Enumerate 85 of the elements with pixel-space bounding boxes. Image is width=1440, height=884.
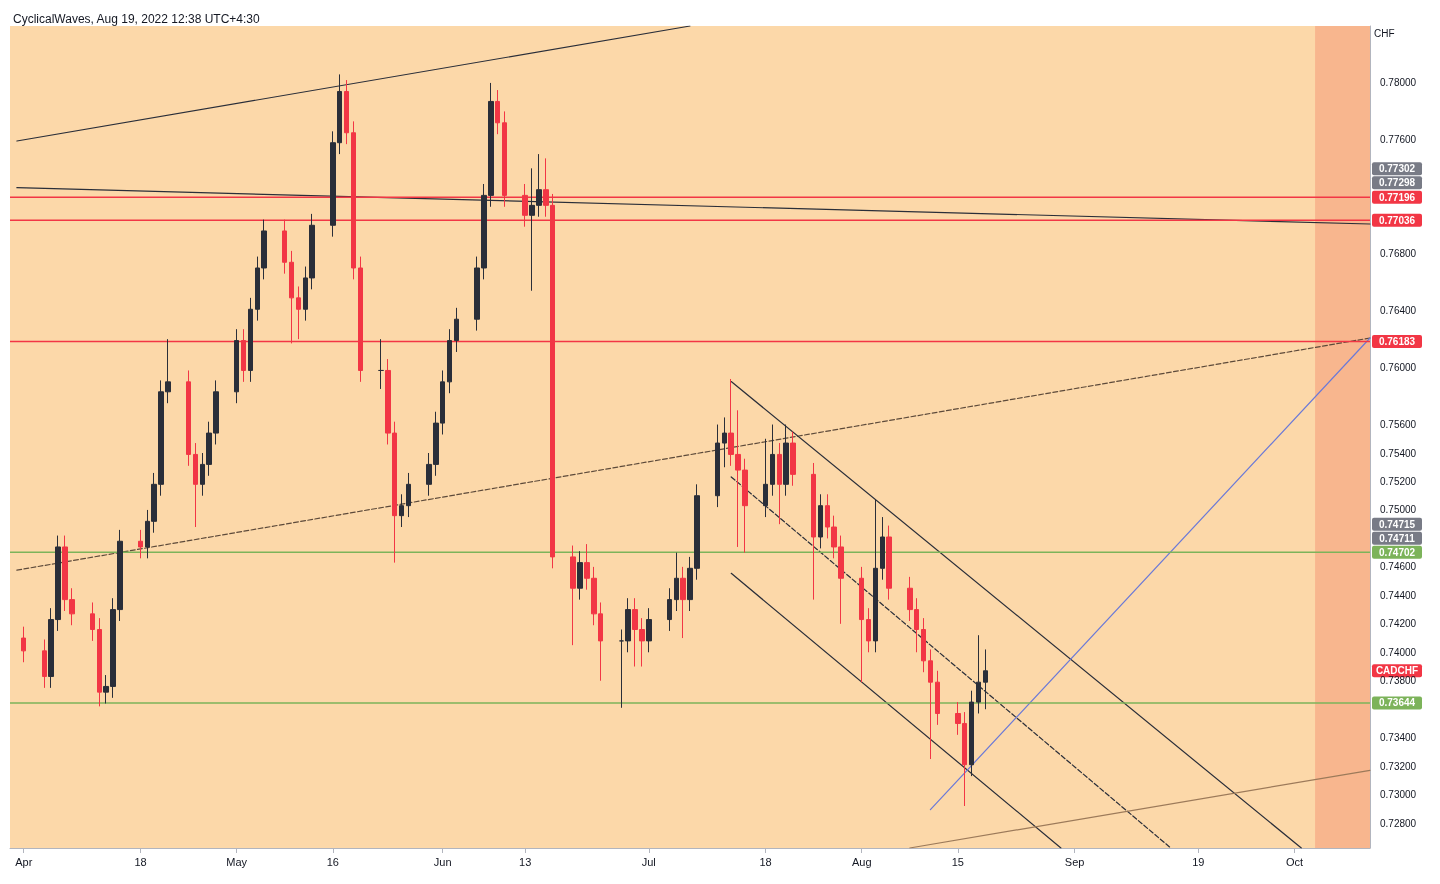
ref-line-label: 0.77036 — [1378, 214, 1416, 226]
y-tick-label: 0.74400 — [1380, 589, 1417, 601]
y-tick-label: 0.74000 — [1380, 646, 1417, 658]
candlestick — [577, 550, 583, 601]
x-tick-label: Jun — [433, 855, 452, 868]
chart-title: CyclicalWaves, Aug 19, 2022 12:38 UTC+4:30 — [13, 12, 261, 26]
candlestick — [447, 328, 452, 394]
candlestick — [97, 617, 102, 707]
candlestick — [344, 79, 349, 145]
y-tick-label: 0.77600 — [1380, 134, 1417, 146]
candlestick — [969, 690, 974, 777]
candlestick — [495, 89, 500, 135]
candlestick — [983, 648, 988, 710]
candlestick — [770, 424, 775, 497]
candlestick — [667, 587, 672, 632]
candlestick — [674, 552, 679, 612]
y-tick-label: 0.74600 — [1380, 561, 1417, 573]
y-tick-label: 0.75200 — [1380, 475, 1417, 487]
x-tick-label: Apr — [15, 855, 33, 868]
candlestick — [722, 416, 727, 468]
candlestick — [935, 670, 940, 726]
y-tick-label: 0.75000 — [1380, 504, 1417, 516]
x-tick-label: Aug — [851, 855, 872, 868]
y-tick-label: 0.75600 — [1380, 419, 1417, 431]
candlestick — [777, 442, 782, 525]
candlestick — [399, 493, 404, 528]
candlestick — [646, 607, 652, 653]
candlestick — [859, 566, 864, 683]
candlestick — [928, 648, 933, 760]
ref-line-label: 0.76183 — [1378, 336, 1416, 348]
x-tick-label: 16 — [326, 855, 339, 868]
candlestick — [570, 545, 576, 646]
candlestick — [378, 338, 384, 390]
x-tick-label: May — [226, 855, 248, 868]
text: 0.77302 — [1378, 163, 1416, 175]
candlestick — [680, 566, 686, 639]
ref-line-label: 0.77196 — [1378, 191, 1416, 203]
x-tick-label: 15 — [951, 855, 964, 868]
x-tick-label: 13 — [519, 855, 532, 868]
candlestick — [886, 525, 892, 601]
x-tick-label: Oct — [1285, 855, 1304, 868]
ref-line-label: 0.73644 — [1378, 697, 1416, 709]
x-tick-label: Jul — [641, 855, 656, 868]
candlestick — [866, 607, 871, 653]
y-tick-label: 0.72800 — [1380, 817, 1417, 829]
candlestick — [715, 424, 720, 508]
y-tick-label: 0.78000 — [1380, 77, 1417, 89]
ref-line-label: 0.74702 — [1378, 546, 1416, 558]
y-tick-label: 0.73200 — [1380, 760, 1417, 772]
candlestick — [818, 493, 823, 549]
candlestick — [790, 431, 796, 487]
candlestick — [248, 297, 253, 383]
y-tick-label: 0.76800 — [1380, 248, 1417, 260]
x-tick-label: 19 — [1192, 855, 1205, 868]
y-tick-label: 0.75400 — [1380, 447, 1417, 459]
y-axis-title: CHF — [1374, 27, 1395, 39]
x-tick-label: Sep — [1064, 855, 1085, 868]
text: 0.74715 — [1378, 518, 1416, 530]
x-tick-label: 18 — [134, 855, 147, 868]
candlestick — [138, 529, 143, 559]
candlestick — [811, 462, 816, 601]
candlestick — [186, 369, 191, 467]
candlestick — [783, 424, 789, 497]
y-tick-label: 0.74200 — [1380, 618, 1417, 630]
candlestick — [454, 307, 459, 353]
text: CADCHF — [1375, 665, 1419, 677]
candlestick — [921, 617, 926, 673]
candlestick — [873, 499, 878, 653]
y-tick-label: 0.73000 — [1380, 789, 1417, 801]
candlestick — [406, 472, 411, 518]
x-tick-label: 18 — [759, 855, 772, 868]
candlestick — [234, 328, 239, 404]
text: 0.77298 — [1378, 177, 1416, 189]
y-tick-label: 0.76000 — [1380, 362, 1417, 374]
candlestick — [42, 638, 47, 689]
y-tick-label: 0.73800 — [1380, 675, 1417, 687]
candlestick — [976, 634, 981, 714]
text: 0.74711 — [1379, 532, 1416, 544]
candlestick — [880, 516, 885, 581]
candlestick — [21, 626, 26, 663]
candlestick — [90, 601, 95, 642]
y-tick-label: 0.76400 — [1380, 305, 1417, 317]
candlestick — [193, 442, 198, 528]
y-tick-label: 0.73400 — [1380, 732, 1417, 744]
candlestick — [296, 285, 301, 340]
